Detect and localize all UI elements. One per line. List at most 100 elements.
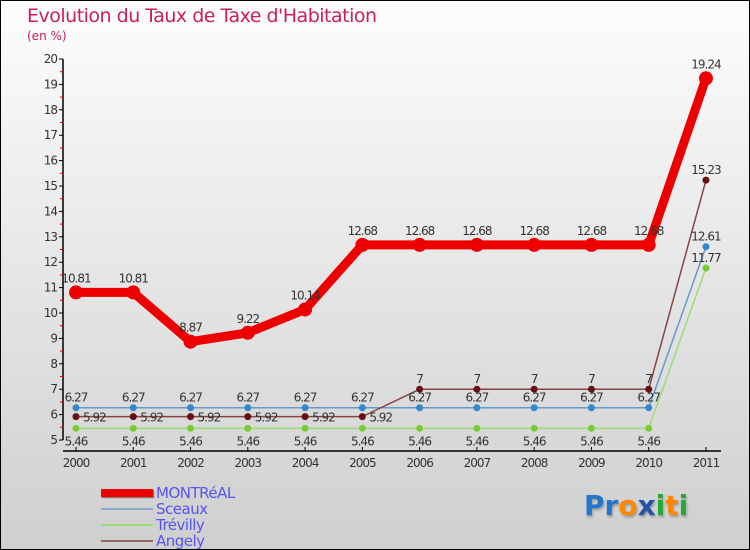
x-tick-label: 2004 bbox=[292, 456, 319, 470]
data-label: 5.92 bbox=[83, 411, 106, 425]
x-tick-label: 2000 bbox=[63, 456, 90, 470]
y-tick-label: 15 bbox=[44, 179, 58, 193]
x-tick-label: 2011 bbox=[693, 456, 720, 470]
legend-label: MONTRéAL bbox=[156, 484, 235, 502]
data-point bbox=[530, 424, 538, 432]
data-label: 6.27 bbox=[580, 391, 603, 405]
data-label: 12.68 bbox=[405, 224, 435, 238]
y-tick-label: 17 bbox=[44, 128, 58, 142]
data-label: 5.46 bbox=[122, 434, 145, 448]
data-point bbox=[473, 404, 481, 412]
data-label: 8.87 bbox=[179, 321, 202, 335]
x-tick-label: 2002 bbox=[177, 456, 204, 470]
data-point bbox=[183, 334, 198, 349]
legend-label: Angely bbox=[156, 532, 205, 550]
data-point bbox=[72, 404, 80, 412]
data-point bbox=[298, 302, 313, 317]
data-point bbox=[412, 237, 427, 252]
data-point bbox=[187, 424, 195, 432]
y-tick-label: 6 bbox=[50, 408, 57, 422]
data-point bbox=[187, 404, 195, 412]
data-label: 7 bbox=[645, 372, 652, 386]
legend-swatch bbox=[101, 489, 153, 497]
series-line-Trévilly bbox=[76, 267, 707, 430]
data-label: 12.68 bbox=[462, 224, 492, 238]
data-point bbox=[702, 243, 710, 251]
chart-subtitle: (en %) bbox=[27, 29, 67, 43]
data-label: 7 bbox=[416, 372, 423, 386]
data-label: 5.92 bbox=[369, 411, 392, 425]
data-label: 5.46 bbox=[179, 434, 202, 448]
data-label: 12.68 bbox=[634, 224, 664, 238]
data-point bbox=[416, 385, 424, 393]
data-label: 6.27 bbox=[637, 391, 660, 405]
data-point bbox=[301, 424, 309, 432]
data-point bbox=[244, 413, 252, 421]
data-label: 6.27 bbox=[294, 391, 317, 405]
data-label: 6.27 bbox=[236, 391, 259, 405]
x-tick-label: 2008 bbox=[521, 456, 548, 470]
data-point bbox=[530, 404, 538, 412]
data-point bbox=[358, 413, 366, 421]
data-point bbox=[358, 404, 366, 412]
data-point bbox=[587, 404, 595, 412]
x-tick-label: 2007 bbox=[464, 456, 491, 470]
y-tick-label: 13 bbox=[44, 230, 58, 244]
y-tick-label: 11 bbox=[44, 281, 58, 295]
data-label: 5.46 bbox=[580, 434, 603, 448]
data-label: 6.27 bbox=[523, 391, 546, 405]
y-tick-label: 10 bbox=[44, 306, 58, 320]
data-label: 10.81 bbox=[61, 271, 91, 285]
data-label: 6.27 bbox=[408, 391, 431, 405]
data-label: 7 bbox=[531, 372, 538, 386]
data-label: 5.46 bbox=[65, 434, 88, 448]
y-tick-label: 5 bbox=[50, 433, 57, 447]
y-tick-label: 20 bbox=[44, 52, 58, 66]
data-label: 5.92 bbox=[198, 411, 221, 425]
data-label: 10.81 bbox=[119, 271, 149, 285]
data-label: 5.92 bbox=[140, 411, 163, 425]
x-tick-label: 2003 bbox=[235, 456, 262, 470]
legend-label: Trévilly bbox=[156, 516, 205, 534]
legend-swatch bbox=[101, 524, 153, 526]
data-point bbox=[355, 237, 370, 252]
data-label: 6.27 bbox=[65, 391, 88, 405]
data-point bbox=[469, 237, 484, 252]
x-tick-label: 2010 bbox=[635, 456, 662, 470]
data-label: 11.77 bbox=[691, 251, 721, 265]
data-label: 5.46 bbox=[351, 434, 374, 448]
series-line-Sceaux bbox=[76, 246, 707, 409]
data-point bbox=[187, 413, 195, 421]
x-tick-label: 2006 bbox=[406, 456, 433, 470]
y-tick-label: 8 bbox=[50, 357, 57, 371]
legend-label: Sceaux bbox=[156, 500, 208, 518]
data-point bbox=[129, 424, 137, 432]
data-label: 5.46 bbox=[523, 434, 546, 448]
data-point bbox=[416, 404, 424, 412]
data-point bbox=[126, 285, 141, 300]
data-point bbox=[641, 237, 656, 252]
data-label: 10.14 bbox=[290, 288, 320, 302]
data-label: 5.92 bbox=[255, 411, 278, 425]
data-point bbox=[584, 237, 599, 252]
y-tick-label: 12 bbox=[44, 255, 58, 269]
x-tick-label: 2005 bbox=[349, 456, 376, 470]
data-point bbox=[69, 285, 83, 300]
data-label: 5.46 bbox=[408, 434, 431, 448]
series-line-MONTRéAL bbox=[76, 76, 711, 347]
data-label: 5.46 bbox=[236, 434, 259, 448]
legend-swatch bbox=[101, 540, 153, 542]
data-label: 5.46 bbox=[294, 434, 317, 448]
data-point bbox=[240, 325, 255, 340]
data-point bbox=[645, 385, 653, 393]
data-label: 12.68 bbox=[348, 224, 378, 238]
data-label: 5.46 bbox=[466, 434, 489, 448]
y-tick-label: 18 bbox=[44, 103, 58, 117]
data-point bbox=[129, 404, 137, 412]
y-tick-label: 19 bbox=[44, 77, 58, 91]
data-label: 5.46 bbox=[637, 434, 660, 448]
data-label: 5.92 bbox=[312, 411, 335, 425]
data-point bbox=[645, 404, 653, 412]
y-tick-label: 9 bbox=[50, 331, 57, 345]
data-label: 19.24 bbox=[691, 57, 721, 71]
